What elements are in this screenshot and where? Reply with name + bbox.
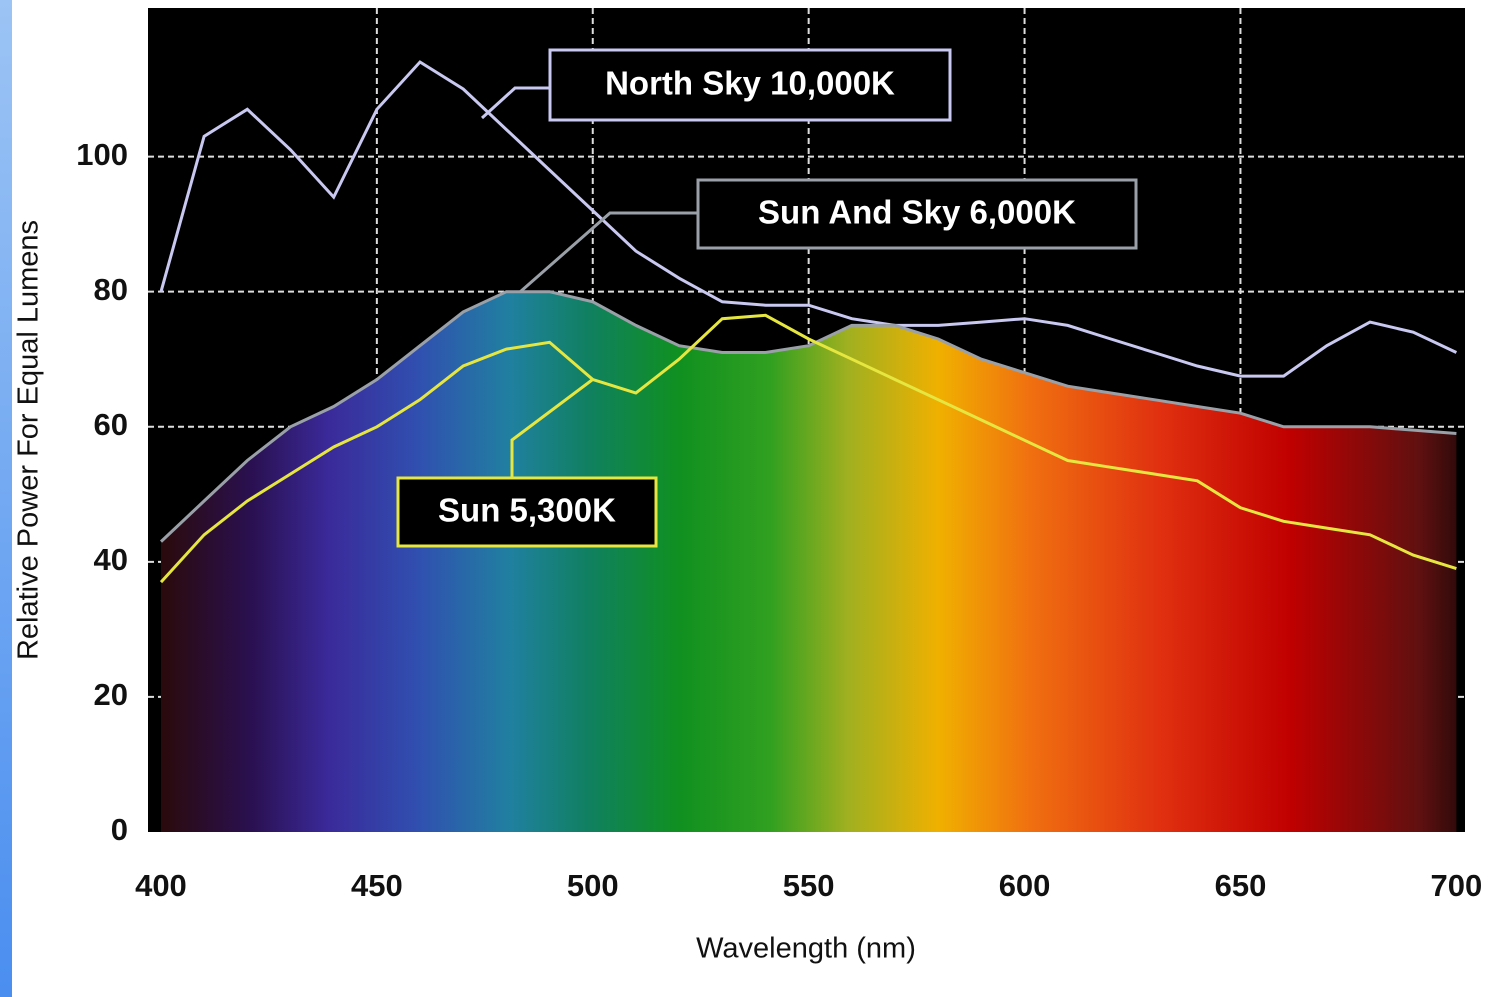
x-tick-label: 400 (135, 868, 187, 903)
x-axis-title: Wavelength (nm) (696, 933, 916, 965)
y-tick-label: 0 (111, 812, 128, 847)
x-tick-label: 500 (567, 868, 619, 903)
y-tick-label: 80 (94, 272, 128, 307)
x-tick-label: 550 (783, 868, 835, 903)
y-tick-label: 40 (94, 542, 128, 577)
y-tick-label: 100 (76, 137, 128, 172)
y-tick-label: 60 (94, 407, 128, 442)
side-strip (0, 0, 12, 997)
y-axis-title: Relative Power For Equal Lumens (13, 220, 45, 660)
series-label: Sun 5,300K (438, 492, 616, 529)
x-tick-label: 650 (1215, 868, 1267, 903)
y-tick-label: 20 (94, 677, 128, 712)
chart: Wavelength (nm) Relative Power For Equal… (0, 0, 1495, 997)
series-label: North Sky 10,000K (605, 65, 895, 102)
x-tick-label: 700 (1430, 868, 1482, 903)
series-label: Sun And Sky 6,000K (758, 194, 1076, 231)
x-tick-label: 600 (999, 868, 1051, 903)
x-tick-label: 450 (351, 868, 403, 903)
